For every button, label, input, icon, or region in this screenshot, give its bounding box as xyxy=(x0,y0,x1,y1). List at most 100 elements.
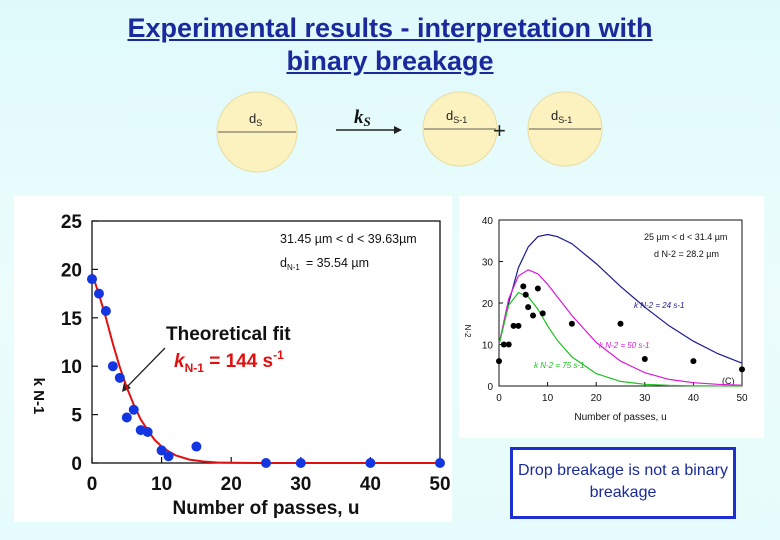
conclusion-text: Drop breakage is not a binary breakage xyxy=(518,462,728,501)
data-point xyxy=(500,341,507,348)
plus-sign: + xyxy=(493,118,506,143)
panel-label: (C) xyxy=(722,376,735,386)
data-point xyxy=(107,361,118,372)
data-point xyxy=(365,458,376,468)
y-tick-label: 25 xyxy=(61,212,83,233)
rate-constant-sub: S xyxy=(364,114,371,129)
data-point xyxy=(525,304,532,311)
slide-title-line1: Experimental results - interpretation wi… xyxy=(127,13,653,43)
child1-diameter-sub: S-1 xyxy=(453,115,467,125)
data-point xyxy=(539,310,546,317)
svg-text:dS-1: dS-1 xyxy=(446,108,467,125)
curve-label: k N-2 = 75 s-1 xyxy=(534,361,584,370)
y-tick-label: 30 xyxy=(482,258,494,269)
curve-label: k N-2 = 50 s-1 xyxy=(599,341,649,350)
y-tick-label: 20 xyxy=(61,260,82,281)
svg-text:kS: kS xyxy=(354,107,371,129)
y-tick-label: 15 xyxy=(61,309,83,330)
y-tick-label: 20 xyxy=(482,299,494,310)
data-point xyxy=(520,283,527,290)
parent-drop: dS xyxy=(216,91,298,173)
data-point xyxy=(522,291,529,298)
data-point xyxy=(128,404,139,415)
data-point xyxy=(617,320,624,327)
fit-curve xyxy=(91,272,440,464)
breakage-diagram: dS kS dS-1 + dS-1 xyxy=(216,91,603,173)
pointer-arrow xyxy=(123,347,166,391)
x-tick-label: 20 xyxy=(221,474,242,495)
x-tick-label: 10 xyxy=(542,393,554,404)
child-drop-1: dS-1 xyxy=(422,91,498,167)
model-curve xyxy=(498,291,743,387)
diameter-annotation: d N-2 = 28.2 µm xyxy=(654,249,719,259)
model-curve xyxy=(498,233,743,364)
fit-rate-symbol: k xyxy=(174,351,186,372)
fit-rate-value: = 144 s xyxy=(204,351,273,372)
x-axis-label: Number of passes, u xyxy=(173,498,360,519)
data-point xyxy=(505,341,512,348)
data-point xyxy=(100,306,111,317)
x-tick-label: 40 xyxy=(688,393,700,404)
data-point xyxy=(641,356,648,363)
right-chart: 0 10 20 30 40 50 0 10 20 30 40 Number of passes, u N… xyxy=(463,216,748,423)
parent-diameter-label: d xyxy=(249,111,256,126)
data-point xyxy=(515,322,522,329)
parent-diameter-sub: S xyxy=(256,118,262,128)
range-annotation: 25 µm < d < 31.4 µm xyxy=(644,232,727,242)
fit-title: Theoretical fit xyxy=(166,324,291,345)
child2-diameter-sub: S-1 xyxy=(558,115,572,125)
data-point xyxy=(261,458,271,468)
y-tick-label: 40 xyxy=(482,216,494,227)
data-point xyxy=(739,366,745,373)
curve-label: k N-2 = 24 s-1 xyxy=(634,301,684,310)
rate-constant-label: k xyxy=(354,107,364,128)
data-point xyxy=(534,285,541,292)
y-tick-label: 0 xyxy=(487,382,493,393)
data-point xyxy=(568,320,575,327)
conclusion-callout: Drop breakage is not a binary breakage xyxy=(510,447,736,519)
x-tick-label: 50 xyxy=(429,474,450,495)
fit-rate-subscript: N-1 xyxy=(185,361,205,375)
fit-rate: kN-1 = 144 s-1 xyxy=(174,348,284,375)
left-chart: 0 10 20 30 40 50 0 5 10 15 20 25 Number of passes, u… xyxy=(30,212,451,519)
svg-text:dS-1: dS-1 xyxy=(551,108,572,125)
diameter-symbol: d xyxy=(280,256,287,270)
data-point xyxy=(191,441,202,452)
diameter-annotation: dN-1 = 35.54 µm xyxy=(280,256,369,272)
data-point xyxy=(496,358,502,365)
data-point xyxy=(690,358,697,365)
data-point xyxy=(530,312,537,319)
x-tick-label: 40 xyxy=(360,474,381,495)
right-chart-panel: 0 10 20 30 40 50 0 10 20 30 40 Number of passes, u N… xyxy=(459,196,764,438)
slide-title-line2: binary breakage xyxy=(286,46,494,76)
y-axis-label: N-2 xyxy=(463,325,472,338)
range-annotation: 31.45 µm < d < 39.63µm xyxy=(280,232,417,246)
data-point xyxy=(114,372,125,383)
x-tick-label: 0 xyxy=(87,474,98,495)
model-curve xyxy=(498,269,743,386)
x-tick-label: 30 xyxy=(290,474,311,495)
x-tick-label: 20 xyxy=(591,393,603,404)
data-point xyxy=(510,322,517,329)
child1-diameter-label: d xyxy=(446,108,453,123)
x-tick-label: 10 xyxy=(151,474,172,495)
rate-arrow: kS xyxy=(336,107,402,134)
left-chart-panel: 0 10 20 30 40 50 0 5 10 15 20 25 Number of passes, u… xyxy=(14,196,452,522)
x-tick-label: 50 xyxy=(736,393,748,404)
y-tick-label: 0 xyxy=(71,454,82,475)
data-point xyxy=(156,445,167,456)
child2-diameter-label: d xyxy=(551,108,558,123)
y-tick-label: 10 xyxy=(61,357,82,378)
data-point xyxy=(295,458,306,468)
diameter-subscript: N-1 xyxy=(287,263,300,272)
y-tick-label: 10 xyxy=(482,341,494,352)
y-tick-label: 5 xyxy=(71,406,82,427)
x-axis-label: Number of passes, u xyxy=(574,412,666,423)
data-point xyxy=(163,451,174,462)
fit-rate-exponent: -1 xyxy=(273,348,284,362)
x-tick-label: 30 xyxy=(639,393,651,404)
diameter-value: = 35.54 µm xyxy=(306,256,369,270)
data-point xyxy=(435,458,445,468)
child-drop-2: dS-1 xyxy=(527,91,603,167)
data-point xyxy=(87,274,97,285)
